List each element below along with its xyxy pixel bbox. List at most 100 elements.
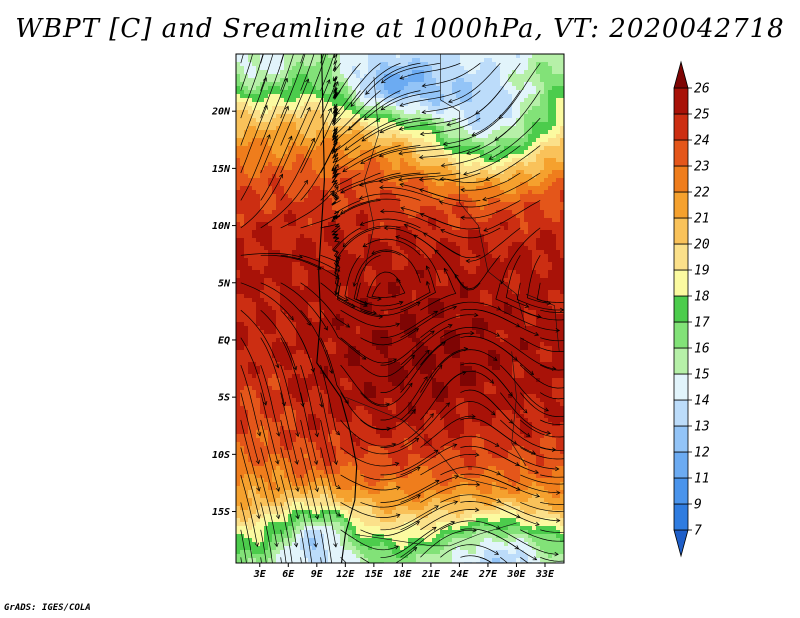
streamline (482, 172, 541, 201)
streamline (360, 218, 421, 229)
streamline (260, 180, 308, 229)
streamline (480, 337, 534, 375)
streamline-arrow (292, 365, 298, 371)
streamline-arrow (289, 315, 294, 321)
streamlines (240, 50, 581, 599)
streamline (420, 213, 481, 230)
streamline-arrow (395, 322, 401, 327)
colorbar-label: 9 (694, 498, 702, 513)
streamline (440, 301, 501, 311)
y-axis: 20N 15N 10N 5N EQ 5S 10S 15S (211, 107, 236, 518)
streamline (331, 117, 381, 155)
streamline (400, 341, 446, 393)
streamline-arrow (378, 178, 383, 184)
streamline (334, 227, 381, 267)
streamline (379, 172, 441, 182)
streamline (332, 90, 381, 138)
streamline-arrow (474, 312, 479, 318)
streamline (320, 392, 337, 465)
streamline-arrow (408, 382, 413, 388)
streamline-arrow (272, 571, 276, 575)
streamline-arrow (577, 508, 581, 512)
streamline-arrow (466, 150, 471, 155)
streamline (471, 90, 521, 136)
streamline (320, 309, 367, 360)
streamline-arrow (453, 500, 459, 505)
x-tick-label: 24E (449, 569, 469, 580)
streamline (340, 447, 399, 467)
streamline (540, 337, 564, 342)
streamline (520, 392, 564, 417)
streamline (332, 90, 361, 124)
streamline (380, 310, 438, 339)
y-tick-label: 10N (212, 221, 231, 232)
colorbar-label: 14 (694, 394, 710, 409)
y-tick-label: 10S (212, 450, 230, 461)
streamline-arrow (460, 215, 465, 220)
streamline-arrow (433, 310, 439, 315)
colorbar-label: 11 (694, 472, 710, 487)
streamline (480, 474, 540, 497)
colorbar-low-triangle (673, 529, 689, 558)
streamline (280, 529, 287, 563)
streamline (420, 332, 474, 366)
streamline (280, 282, 328, 331)
streamline-arrow (418, 177, 424, 182)
x-tick-label: 15E (365, 569, 384, 580)
colorbar-swatch (673, 321, 689, 349)
streamline (480, 392, 531, 437)
streamline (475, 62, 521, 115)
streamline (320, 164, 339, 201)
streamline (420, 314, 478, 338)
streamline-arrow (314, 432, 319, 438)
streamline (380, 350, 430, 393)
streamline (540, 502, 564, 505)
streamline (380, 330, 435, 366)
streamline-arrow (314, 487, 319, 493)
streamline (331, 192, 341, 206)
x-tick-label: 18E (393, 569, 412, 580)
streamline-arrow (416, 466, 421, 471)
streamline (240, 54, 264, 119)
streamline (300, 282, 350, 328)
streamline (480, 556, 493, 563)
streamline-arrow (359, 221, 365, 226)
streamline (300, 529, 307, 563)
streamline-arrow (440, 229, 445, 234)
streamline-arrow (331, 167, 336, 172)
colorbar-label: 7 (694, 524, 702, 539)
streamline-arrow (335, 110, 340, 116)
colorbar-swatch (673, 113, 689, 141)
streamline-arrow (383, 225, 389, 231)
streamline-arrow (306, 106, 311, 112)
streamline (240, 447, 260, 519)
colorbar-swatch (673, 87, 689, 115)
streamline-arrow (303, 179, 308, 185)
streamline (380, 210, 441, 229)
streamline-arrow (547, 595, 551, 599)
streamline (520, 502, 564, 512)
streamline-arrow (511, 581, 515, 585)
streamline (300, 447, 319, 519)
streamline (500, 419, 556, 451)
streamline (380, 376, 428, 421)
streamline-arrow (282, 50, 286, 54)
streamline (260, 106, 289, 174)
streamline-arrow (256, 514, 261, 520)
streamline (300, 337, 323, 408)
streamline-arrow (475, 110, 480, 115)
streamline-arrow (332, 90, 337, 96)
streamline-arrow (421, 83, 427, 88)
streamline-arrow (496, 525, 501, 530)
streamline (320, 365, 340, 436)
streamline-arrow (331, 217, 336, 222)
colorbar-high-triangle (673, 60, 689, 89)
streamline-arrow (482, 196, 487, 202)
streamline (381, 90, 441, 111)
streamline-arrow (334, 262, 340, 267)
y-tick-label: 5N (218, 278, 231, 289)
colorbar-swatch (673, 295, 689, 323)
streamline-arrow (313, 460, 319, 466)
streamline (260, 447, 280, 519)
streamline (540, 474, 564, 478)
